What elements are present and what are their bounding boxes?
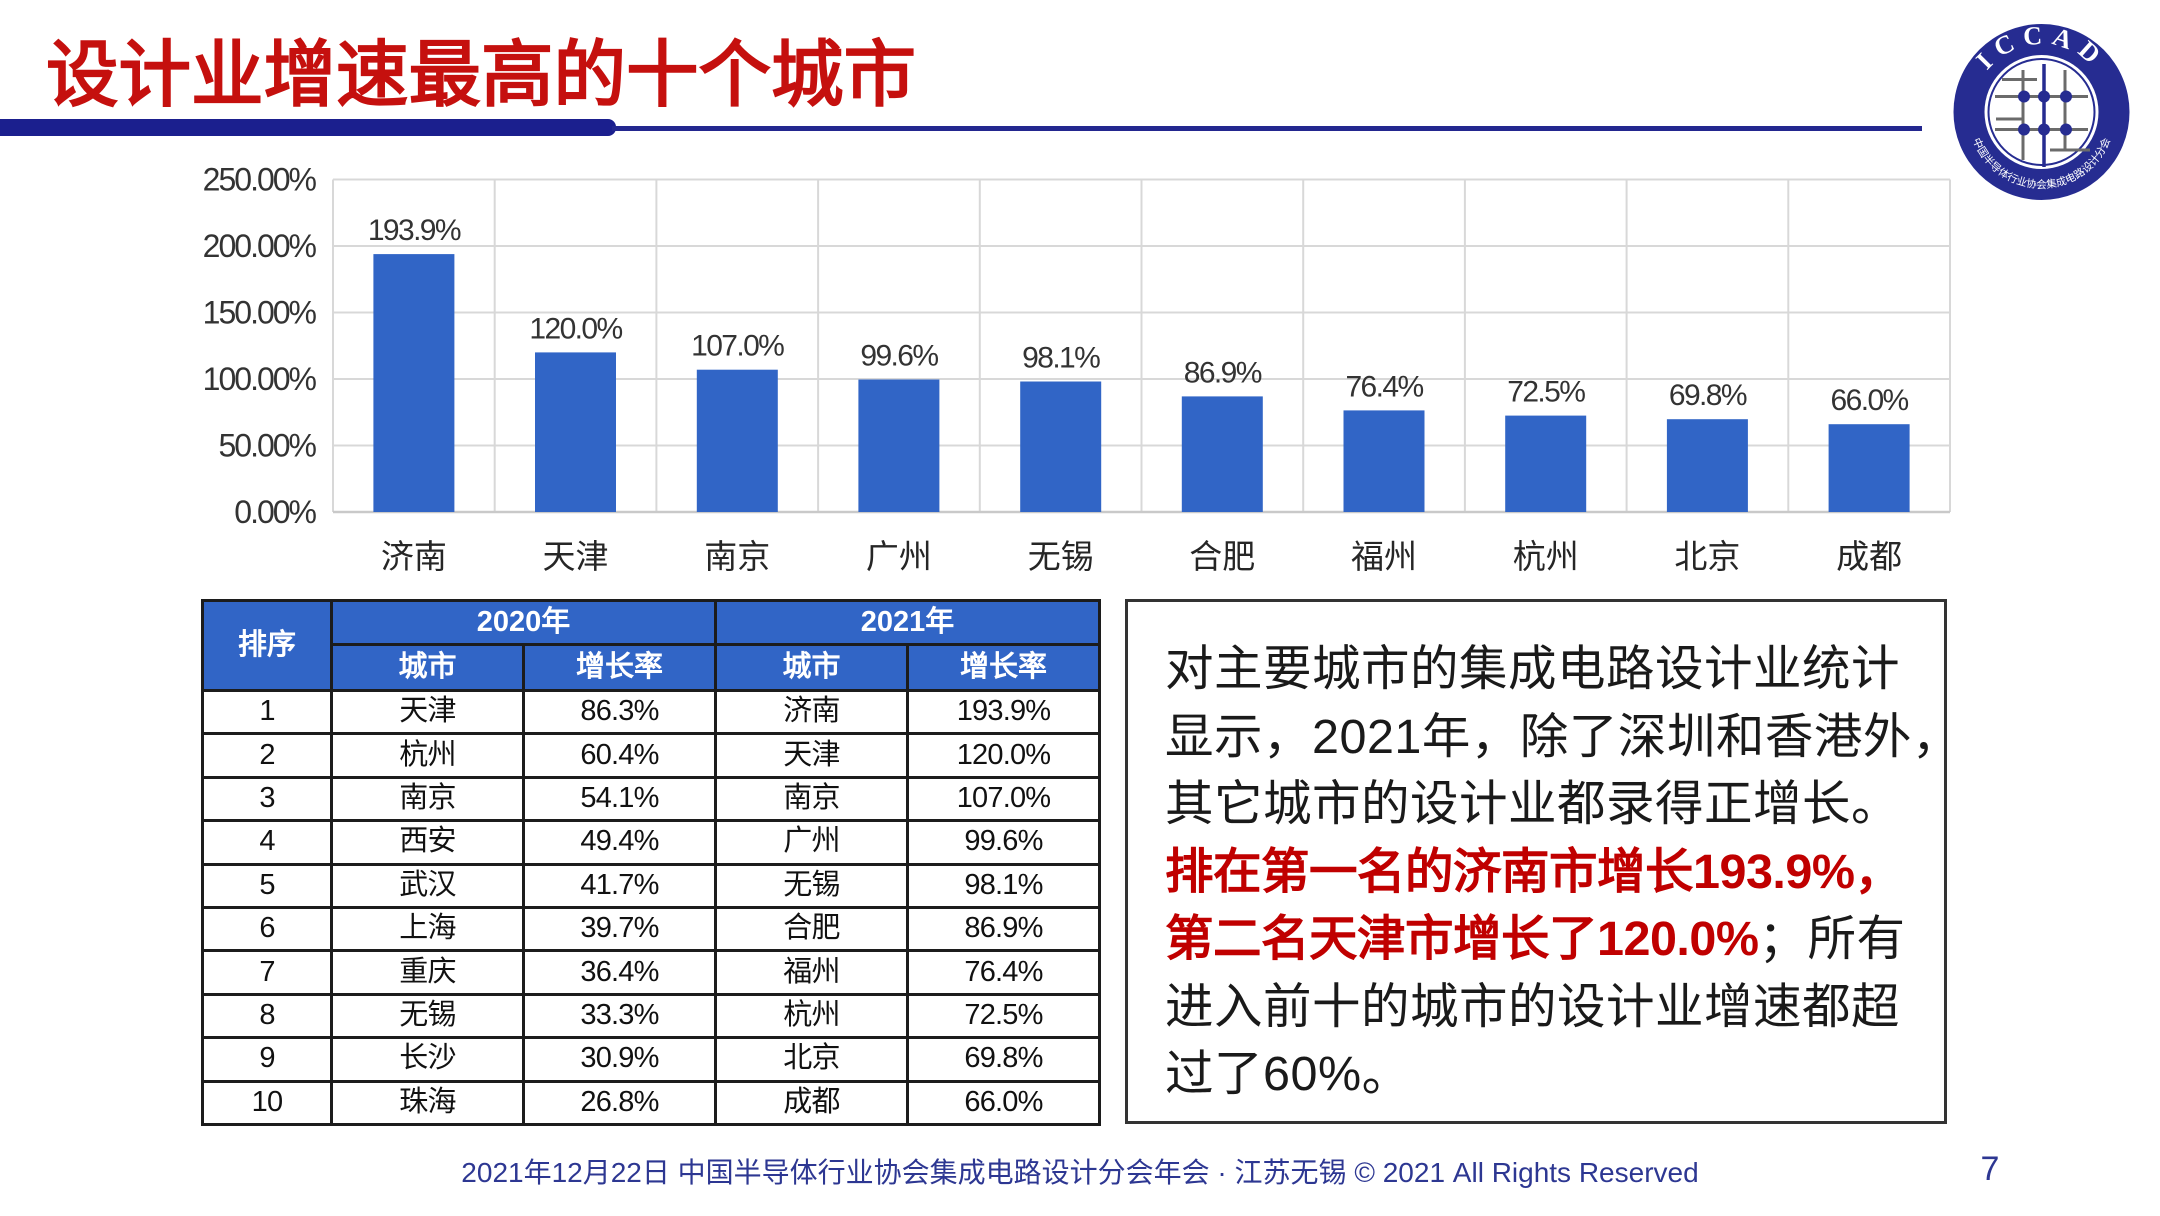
svg-text:成都: 成都 [1836,538,1902,575]
svg-text:120.0%: 120.0% [529,312,622,345]
svg-text:50.00%: 50.00% [218,428,316,464]
svg-text:150.00%: 150.00% [203,295,317,331]
svg-text:杭州: 杭州 [1513,538,1579,575]
svg-text:200.00%: 200.00% [203,228,317,264]
svg-text:193.9%: 193.9% [368,214,461,247]
svg-text:广州: 广州 [866,538,932,575]
svg-text:250.00%: 250.00% [203,162,317,198]
svg-text:合肥: 合肥 [1189,538,1255,575]
svg-text:0.00%: 0.00% [234,494,316,530]
svg-text:100.00%: 100.00% [203,361,317,397]
svg-text:98.1%: 98.1% [1022,342,1100,375]
svg-text:无锡: 无锡 [1028,538,1094,575]
svg-text:天津: 天津 [543,538,609,575]
svg-text:99.6%: 99.6% [860,340,938,373]
svg-text:86.9%: 86.9% [1184,356,1262,389]
svg-text:76.4%: 76.4% [1345,370,1423,403]
svg-text:福州: 福州 [1351,538,1417,575]
svg-text:107.0%: 107.0% [691,330,784,363]
svg-text:济南: 济南 [381,538,447,575]
svg-text:69.8%: 69.8% [1669,379,1747,412]
svg-text:72.5%: 72.5% [1507,376,1585,409]
svg-text:66.0%: 66.0% [1831,384,1909,417]
svg-text:南京: 南京 [704,538,770,575]
svg-text:北京: 北京 [1674,538,1740,575]
